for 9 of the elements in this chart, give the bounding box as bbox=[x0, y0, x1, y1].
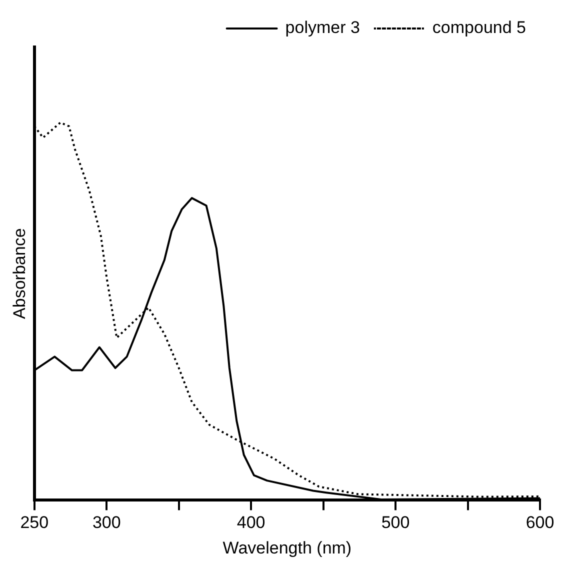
x-tick-label: 250 bbox=[20, 513, 49, 532]
x-tick-label: 600 bbox=[526, 513, 554, 532]
x-tick-label: 300 bbox=[92, 513, 121, 532]
y-axis-title: Absorbance bbox=[10, 228, 29, 319]
x-axis-title: Wavelength (nm) bbox=[222, 538, 352, 558]
x-tick-label: 400 bbox=[236, 513, 266, 532]
legend-label: polymer 3 bbox=[285, 18, 360, 38]
x-tick-label: 500 bbox=[381, 513, 410, 532]
legend-label: compound 5 bbox=[432, 18, 526, 38]
